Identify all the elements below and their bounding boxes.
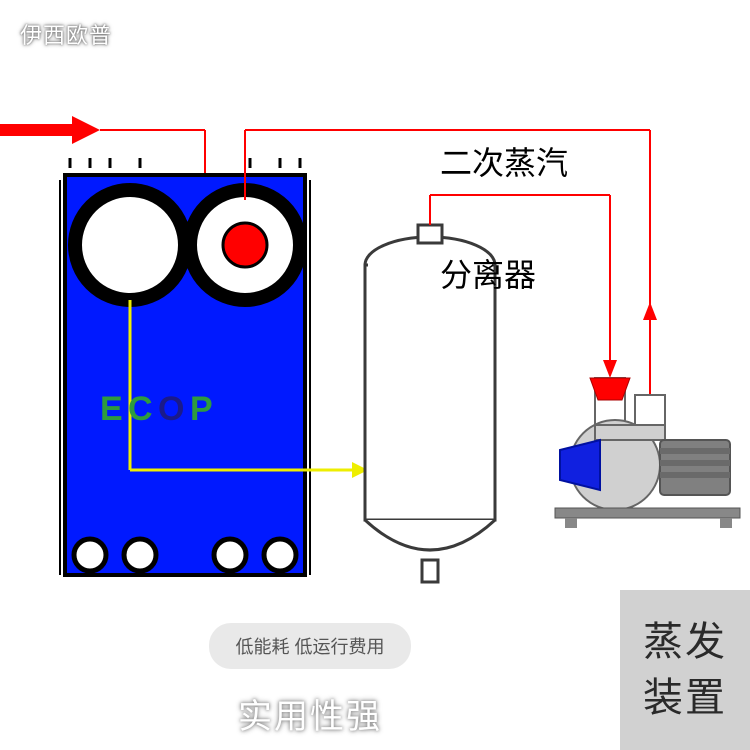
category-box: 蒸发 装置	[620, 590, 750, 750]
exchanger-port-tl	[75, 190, 185, 300]
main-tagline: 实用性强	[238, 689, 382, 738]
heat-exchanger: E C O P	[60, 130, 310, 575]
svg-text:E: E	[100, 390, 123, 428]
compressor	[555, 378, 740, 528]
svg-text:O: O	[158, 390, 184, 428]
overlay-bar: 低能耗 低运行费用 实用性强 蒸发 装置	[0, 590, 750, 750]
subtitle-pill: 低能耗 低运行费用	[209, 623, 410, 669]
brand-label: 伊西欧普	[20, 18, 112, 50]
category-line-2: 装置	[643, 670, 727, 726]
inlet-arrow	[0, 116, 205, 175]
svg-text:P: P	[190, 390, 213, 428]
exchanger-port-tr	[190, 190, 300, 300]
label-secondary-steam: 二次蒸汽	[440, 138, 568, 184]
label-separator: 分离器	[440, 250, 536, 296]
svg-text:C: C	[128, 390, 153, 428]
category-line-1: 蒸发	[643, 614, 727, 670]
